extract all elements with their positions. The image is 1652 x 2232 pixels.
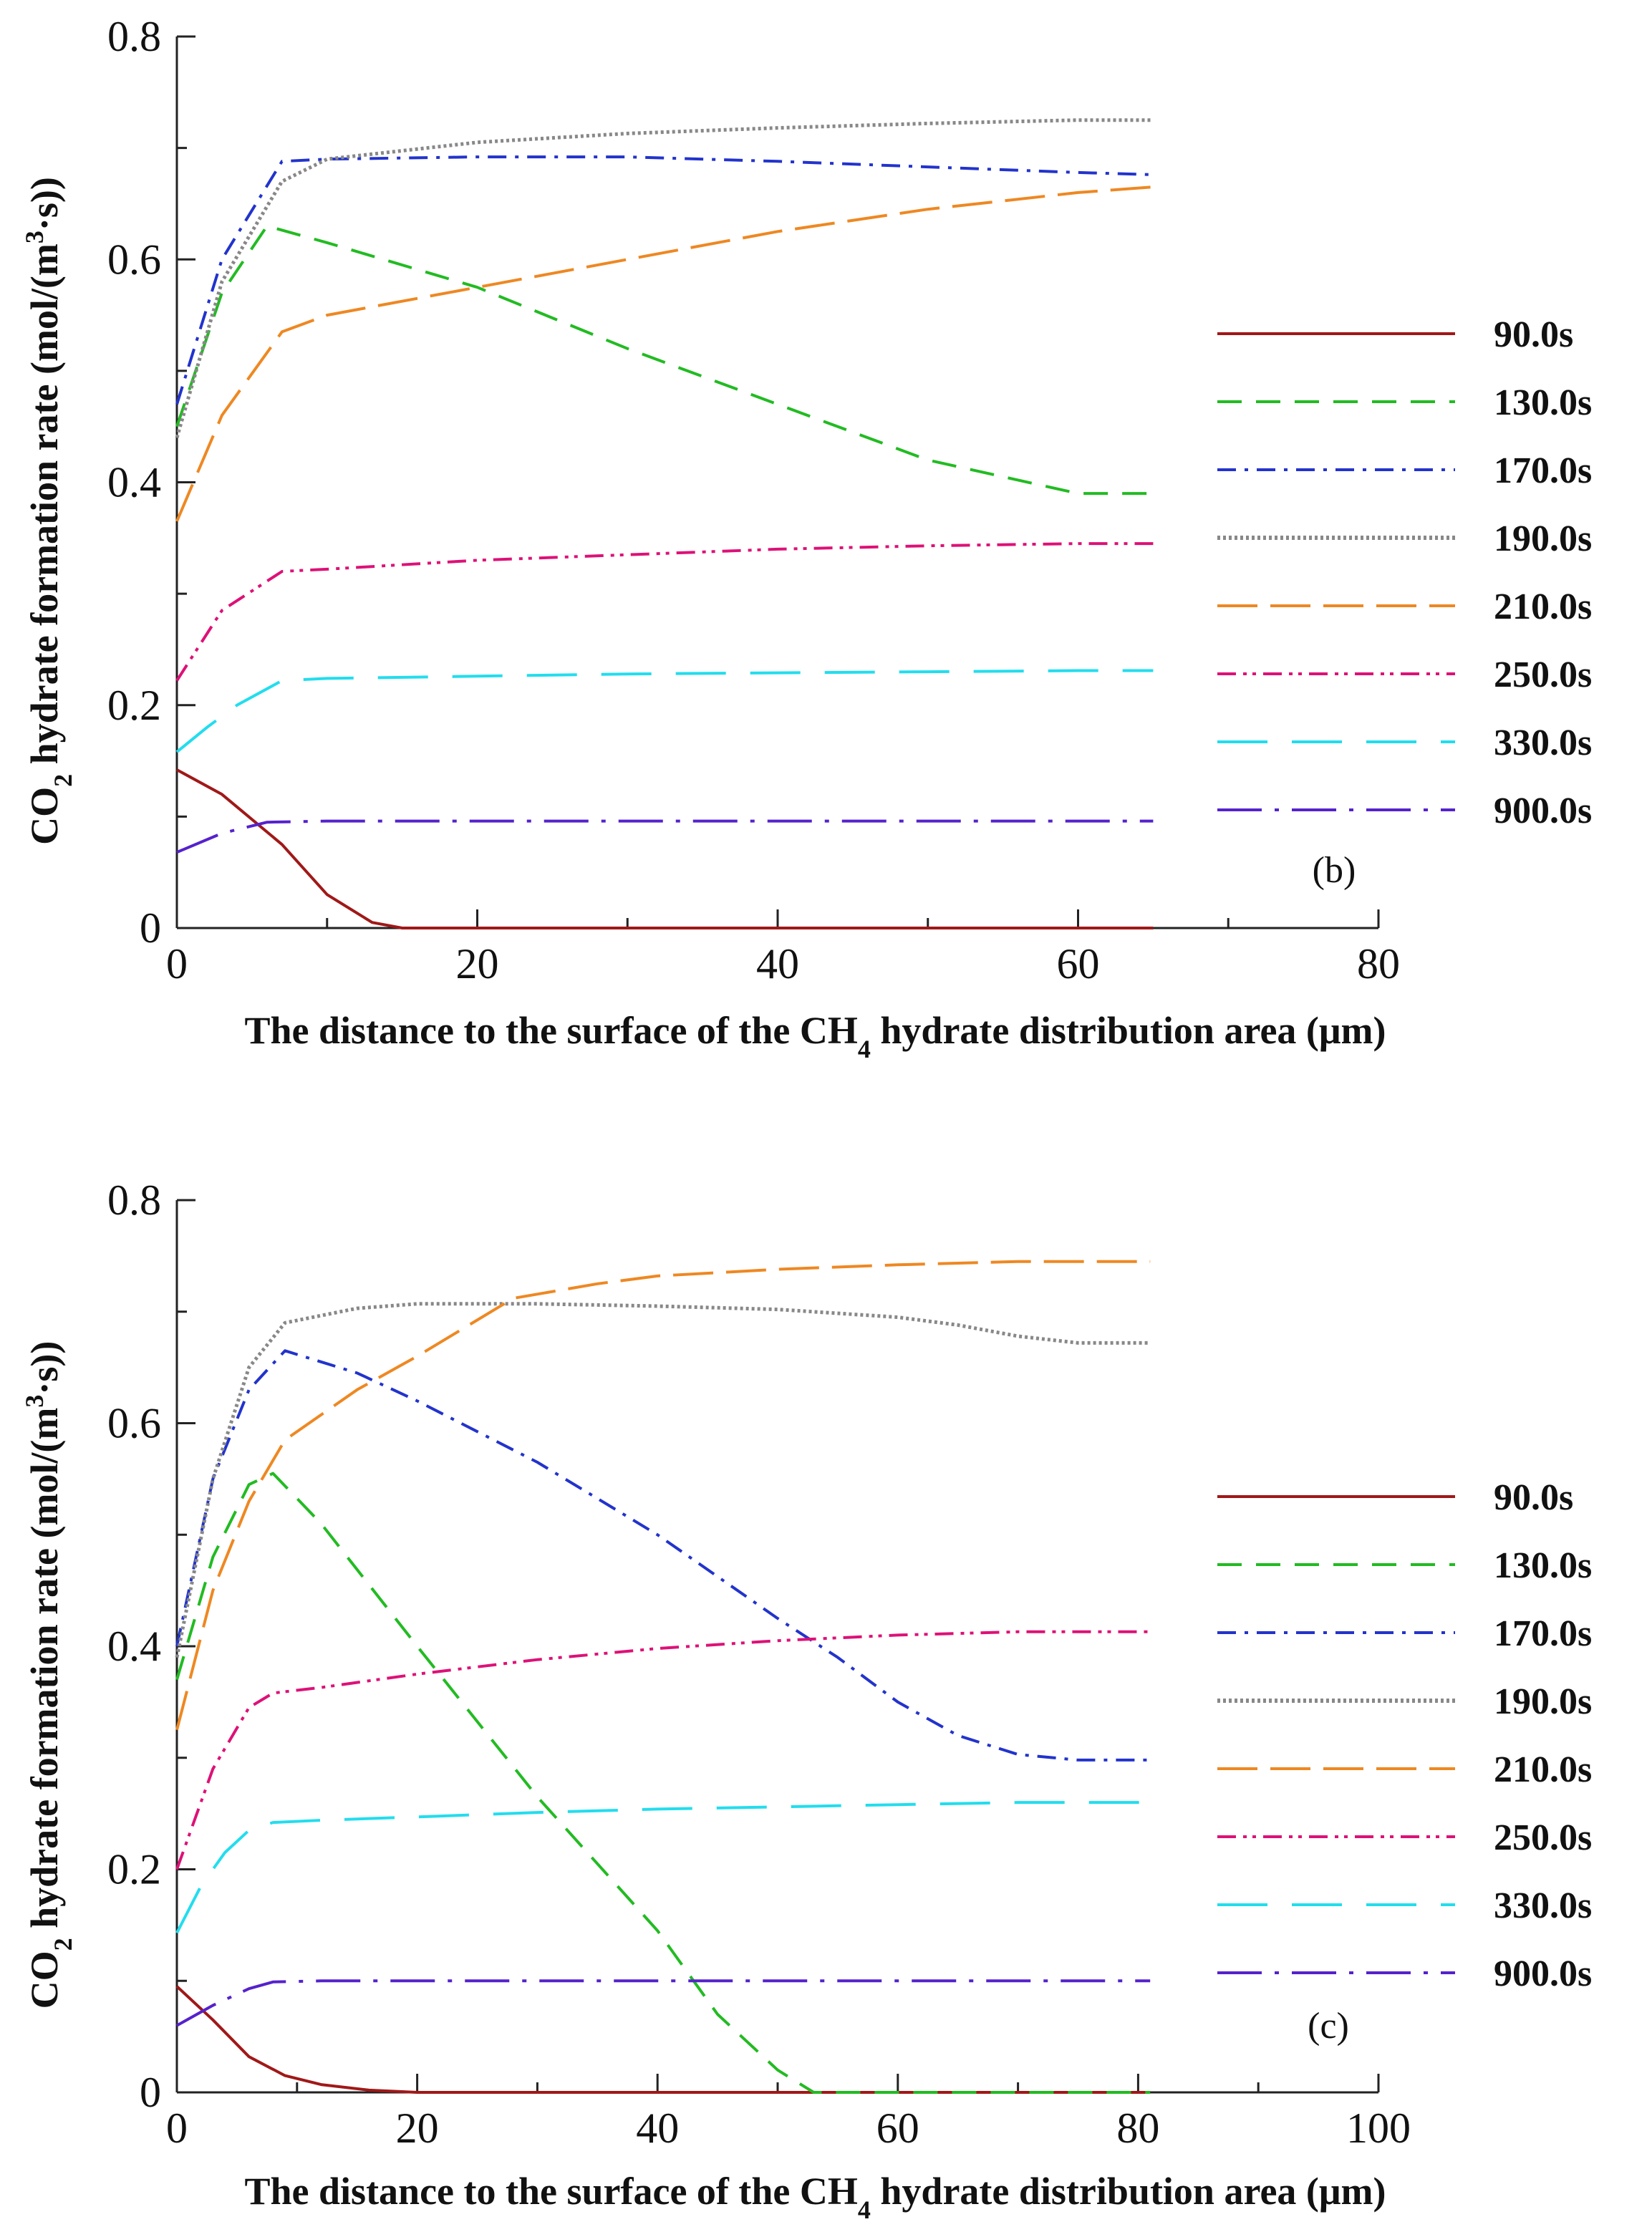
panel-label: (b): [1313, 850, 1356, 891]
legend-label-250.0s: 250.0s: [1494, 1817, 1592, 1858]
legend-label-210.0s: 210.0s: [1494, 586, 1592, 627]
y-tick-label: 0.4: [107, 459, 161, 506]
series-line-210.0s: [175, 185, 1154, 522]
y-axis-title: CO2 hydrate formation rate (mol/(m3·s)): [20, 177, 77, 845]
x-axis-title: The distance to the surface of the CH4 h…: [245, 1009, 1386, 1063]
series-line-90.0s: [175, 1985, 1151, 2094]
y-tick-label: 0.4: [107, 1623, 161, 1670]
y-tick-label: 0.6: [107, 236, 161, 283]
x-tick-label: 80: [1116, 2105, 1159, 2152]
series-line-900.0s: [176, 819, 1154, 854]
legend-label-130.0s: 130.0s: [1494, 1545, 1592, 1586]
legend-label-330.0s: 330.0s: [1494, 723, 1592, 763]
chart-panel-1: 0 20 40 60 80 100 0 0.2 0.4 0.6 0.8 The distance to…: [20, 1177, 1592, 2224]
series-line-250.0s: [175, 1630, 1151, 1870]
y-tick-label: 0.6: [107, 1400, 161, 1447]
series-line-130.0s: [175, 1472, 1151, 2094]
series-line-170.0s: [175, 1349, 1151, 1762]
series-line-900.0s: [176, 1979, 1151, 2027]
x-tick-label: 0: [166, 940, 188, 987]
legend-label-900.0s: 900.0s: [1494, 791, 1592, 831]
legend-label-170.0s: 170.0s: [1494, 1613, 1592, 1654]
series-line-170.0s: [175, 155, 1154, 405]
y-tick-label: 0.2: [107, 682, 161, 729]
series-line-190.0s: [175, 118, 1154, 438]
x-tick-label: 40: [636, 2105, 679, 2152]
series-line-210.0s: [175, 1260, 1151, 1731]
x-tick-label: 100: [1346, 2105, 1411, 2152]
legend-label-190.0s: 190.0s: [1494, 518, 1592, 559]
legend-label-130.0s: 130.0s: [1494, 382, 1592, 423]
y-tick-label: 0.8: [107, 1177, 161, 1224]
y-axis-title: CO2 hydrate formation rate (mol/(m3·s)): [20, 1341, 77, 2009]
series-line-90.0s: [176, 768, 1154, 929]
legend-label-250.0s: 250.0s: [1494, 654, 1592, 695]
series-line-330.0s: [175, 1801, 1151, 1934]
legend-label-170.0s: 170.0s: [1494, 450, 1592, 491]
x-tick-label: 0: [166, 2105, 188, 2152]
series-line-130.0s: [175, 224, 1154, 496]
x-tick-label: 80: [1357, 940, 1400, 987]
x-tick-label: 20: [456, 940, 499, 987]
legend-label-900.0s: 900.0s: [1494, 1953, 1592, 1994]
series-line-190.0s: [175, 1302, 1151, 1658]
series-line-250.0s: [175, 542, 1154, 682]
x-tick-label: 60: [876, 2105, 919, 2152]
x-axis-title: The distance to the surface of the CH4 h…: [245, 2170, 1386, 2224]
y-tick-label: 0: [140, 2069, 161, 2116]
legend-label-210.0s: 210.0s: [1494, 1749, 1592, 1790]
legend-label-90.0s: 90.0s: [1494, 314, 1573, 355]
legend-label-190.0s: 190.0s: [1494, 1681, 1592, 1722]
y-tick-label: 0.8: [107, 13, 161, 60]
chart-panel-0: 0 20 40 60 80 0 0.2 0.4 0.6 0.8 The distance to th…: [20, 13, 1592, 1063]
panel-label: (c): [1308, 2006, 1349, 2047]
series-line-330.0s: [175, 669, 1154, 753]
y-tick-label: 0: [140, 904, 161, 952]
legend-label-90.0s: 90.0s: [1494, 1477, 1573, 1518]
legend-label-330.0s: 330.0s: [1494, 1885, 1592, 1926]
x-tick-label: 60: [1057, 940, 1100, 987]
y-tick-label: 0.2: [107, 1846, 161, 1893]
x-tick-label: 20: [396, 2105, 439, 2152]
x-tick-label: 40: [756, 940, 799, 987]
